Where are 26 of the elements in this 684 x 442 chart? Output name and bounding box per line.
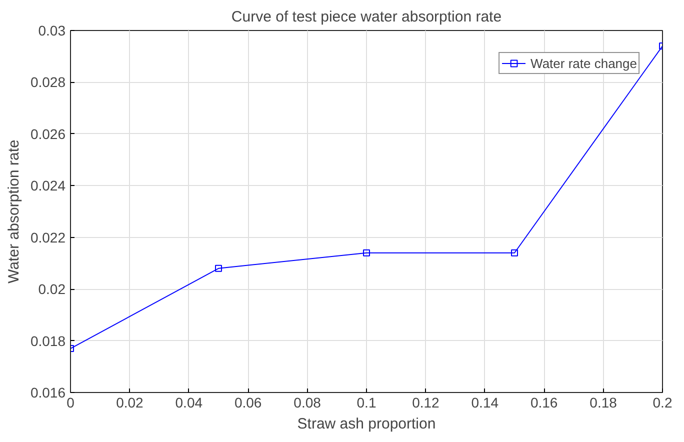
x-tick-label: 0.08 (294, 394, 322, 410)
point (215, 264, 222, 272)
y-tick-label: 0.022 (30, 229, 66, 246)
x-axis-title: Straw ash proportion (297, 416, 436, 432)
y-tick-label: 0.024 (30, 178, 66, 194)
y-tick-label: 0.016 (30, 384, 66, 400)
x-tick-label: 0.18 (590, 394, 618, 410)
y-tick-label: 0.02 (38, 281, 66, 298)
y-tick-label: 0.03 (38, 22, 66, 38)
x-tick-label: 0.06 (234, 394, 262, 410)
x-tick-label: 0.2 (652, 394, 672, 410)
y-tick-label: 0.026 (30, 126, 66, 142)
x-tick-label: 0.16 (530, 394, 558, 410)
x-tick-label: 0 (66, 394, 75, 410)
chart-title: Curve of test piece water absorption rate (231, 8, 502, 26)
y-tick-label: 0.028 (30, 74, 66, 90)
x-tick-label: 0.04 (175, 394, 203, 410)
x-tick-label: 0.1 (356, 394, 376, 410)
x-tick-label: 0.14 (471, 394, 499, 410)
y-axis-title: Water absorption rate (5, 140, 22, 284)
point (363, 249, 370, 256)
legend-label: Water rate change (530, 55, 637, 71)
x-tick-label: 0.12 (412, 394, 440, 410)
point (511, 249, 518, 256)
x-tick-label: 0.02 (116, 394, 144, 410)
y-tick-label: 0.018 (30, 332, 66, 349)
